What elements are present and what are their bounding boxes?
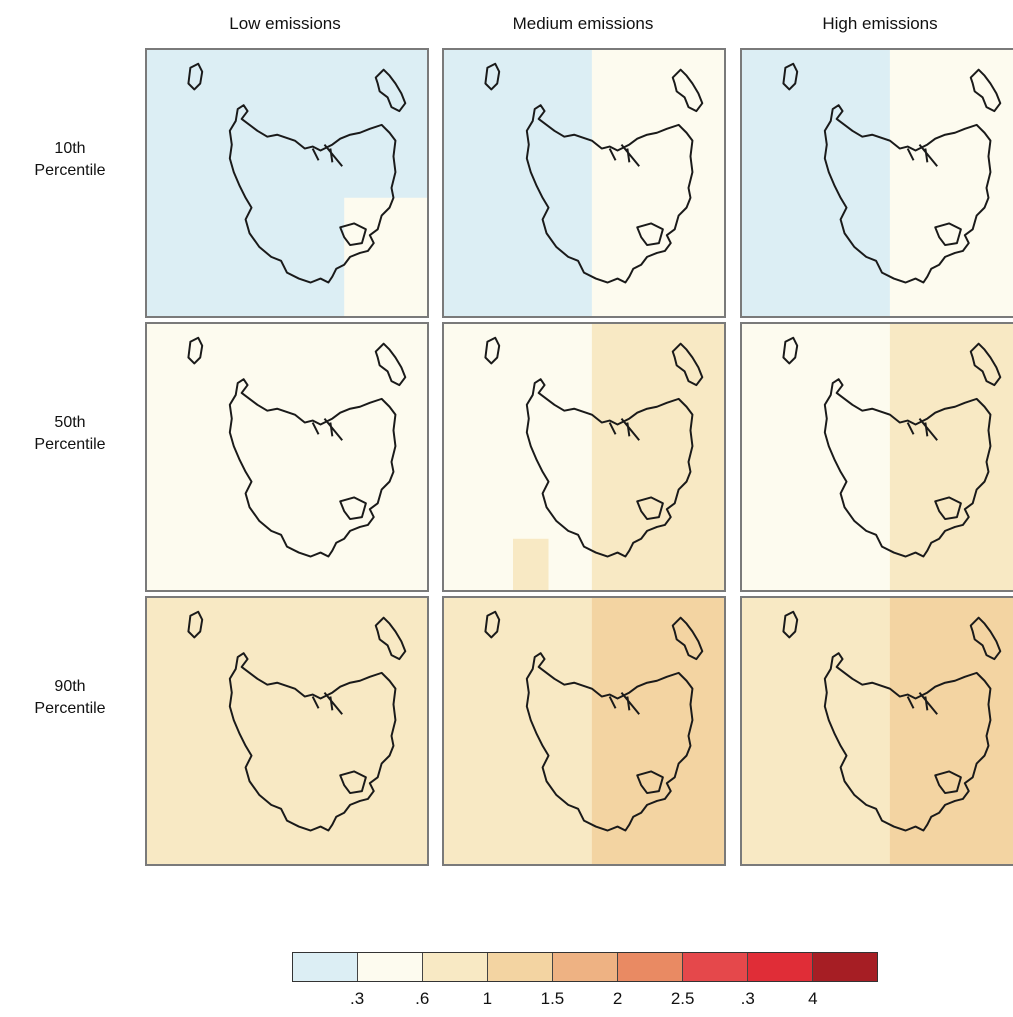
legend-swatch-7: [748, 953, 813, 981]
shaded-region-se: [344, 197, 427, 316]
peninsula-outline: [636, 770, 664, 795]
peninsula-outline: [339, 496, 367, 521]
inlet-lines: [906, 691, 938, 715]
row-header-50th: 50th Percentile: [0, 412, 140, 456]
tasmania-outline: [823, 104, 992, 284]
peninsula-outline: [636, 222, 664, 247]
king-island-outline: [484, 610, 501, 639]
map-panel-low-10th: [145, 48, 429, 318]
map-panel-medium-50th: [442, 322, 726, 592]
inlet-lines: [906, 417, 938, 441]
legend-swatch-2: [423, 953, 488, 981]
flinders-island-outline: [374, 342, 407, 387]
map-panel-medium-90th: [442, 596, 726, 866]
legend-swatch-6: [683, 953, 748, 981]
inlet-lines: [608, 417, 640, 441]
inlet-lines: [311, 691, 343, 715]
map-panel-low-90th: [145, 596, 429, 866]
flinders-island-outline: [969, 68, 1002, 113]
legend-tick-6: .3: [740, 989, 755, 1008]
tasmania-outline: [228, 104, 397, 284]
inlet-lines: [608, 691, 640, 715]
legend-swatch-4: [553, 953, 618, 981]
legend-tick-2: 1: [482, 989, 493, 1008]
peninsula-outline: [636, 496, 664, 521]
row-header-90th: 90th Percentile: [0, 676, 140, 720]
inlet-lines: [608, 143, 640, 167]
row-header-90th-line1: 90th: [54, 678, 86, 695]
king-island-outline: [782, 62, 799, 91]
column-header-low: Low emissions: [229, 14, 341, 33]
row-header-50th-line2: Percentile: [34, 436, 106, 453]
flinders-island-outline: [671, 342, 704, 387]
tasmania-outline: [525, 652, 694, 832]
shaded-region-east: [591, 598, 724, 864]
inlet-lines: [311, 143, 343, 167]
peninsula-outline: [934, 222, 962, 247]
peninsula-outline: [339, 770, 367, 795]
king-island-outline: [782, 336, 799, 365]
flinders-island-outline: [969, 342, 1002, 387]
tasmania-outline: [823, 652, 992, 832]
legend-tick-5: 2.5: [670, 989, 695, 1008]
map-panel-high-90th: [740, 596, 1013, 866]
row-header-90th-line2: Percentile: [34, 700, 106, 717]
shaded-region-east: [591, 324, 724, 590]
peninsula-outline: [934, 770, 962, 795]
peninsula-outline: [934, 496, 962, 521]
column-header-high: High emissions: [822, 14, 938, 33]
tasmania-outline: [823, 378, 992, 558]
king-island-outline: [484, 62, 501, 91]
legend-tick-3: 1.5: [540, 989, 565, 1008]
flinders-island-outline: [374, 68, 407, 113]
row-header-10th-line1: 10th: [54, 140, 86, 157]
legend-swatch-8: [813, 953, 877, 981]
legend-tick-4: 2: [612, 989, 623, 1008]
king-island-outline: [484, 336, 501, 365]
legend-tick-0: .3: [350, 989, 365, 1008]
legend-swatch-5: [618, 953, 683, 981]
king-island-outline: [782, 610, 799, 639]
flinders-island-outline: [374, 616, 407, 661]
map-panel-medium-10th: [442, 48, 726, 318]
flinders-island-outline: [671, 68, 704, 113]
map-panel-high-10th: [740, 48, 1013, 318]
shaded-region-east: [591, 50, 724, 316]
row-header-10th-line2: Percentile: [34, 162, 106, 179]
row-header-50th-line1: 50th: [54, 414, 86, 431]
tasmania-outline: [525, 378, 694, 558]
row-header-10th: 10th Percentile: [0, 138, 140, 182]
column-header-medium: Medium emissions: [512, 14, 654, 33]
inlet-lines: [311, 417, 343, 441]
inlet-lines: [906, 143, 938, 167]
legend-tick-7: 4: [808, 989, 818, 1008]
flinders-island-outline: [671, 616, 704, 661]
king-island-outline: [187, 610, 204, 639]
legend-swatch-3: [488, 953, 553, 981]
color-scale-legend: [292, 952, 878, 982]
legend-tick-1: .6: [415, 989, 430, 1008]
shaded-region-south-spot: [513, 538, 549, 590]
shaded-region-east: [889, 50, 1013, 316]
flinders-island-outline: [969, 616, 1002, 661]
peninsula-outline: [339, 222, 367, 247]
map-panel-low-50th: [145, 322, 429, 592]
shaded-region-east: [889, 598, 1013, 864]
legend-swatch-1: [358, 953, 423, 981]
legend-swatch-0: [293, 953, 358, 981]
tasmania-outline: [228, 378, 397, 558]
king-island-outline: [187, 336, 204, 365]
king-island-outline: [187, 62, 204, 91]
tasmania-outline: [525, 104, 694, 284]
tasmania-outline: [228, 652, 397, 832]
shaded-region-east: [889, 324, 1013, 590]
map-panel-high-50th: [740, 322, 1013, 592]
